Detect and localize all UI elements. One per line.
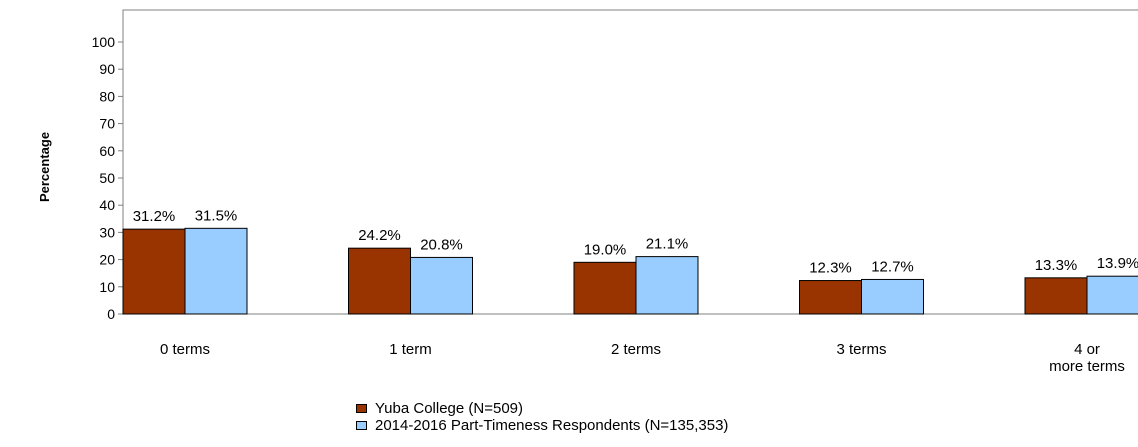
bar	[573, 261, 637, 315]
y-tick-label: 20	[99, 252, 115, 268]
data-label: 13.3%	[1035, 257, 1078, 274]
y-tick-label: 10	[99, 279, 115, 295]
y-tick-label: 90	[99, 61, 115, 77]
y-tick-label: 50	[99, 170, 115, 186]
bar	[861, 278, 924, 315]
y-tick-label: 30	[99, 224, 115, 240]
x-tick-label: 3 terms	[836, 341, 886, 358]
y-tick-label: 80	[99, 88, 115, 104]
legend-item-yuba: Yuba College (N=509)	[356, 400, 728, 417]
y-tick-label: 70	[99, 116, 115, 132]
y-axis-label: Percentage	[37, 132, 52, 202]
data-label: 20.8%	[420, 236, 463, 253]
bar	[1024, 277, 1088, 315]
y-axis: 0 10 20 30 40 50 60 70 80 90 100	[92, 34, 123, 322]
x-tick-label: 2 terms	[611, 341, 661, 358]
legend-label-respondents: 2014-2016 Part-Timeness Respondents (N=1…	[375, 416, 729, 434]
bar	[410, 256, 473, 315]
data-label: 31.5%	[195, 207, 238, 224]
legend-label-yuba: Yuba College (N=509)	[375, 399, 524, 417]
bar	[1086, 275, 1138, 315]
bar	[122, 228, 186, 315]
bars: 31.2% 31.5% 24.2% 20.8% 19.0% 21.1% 12.3% 12.7%…	[122, 207, 1138, 315]
legend-swatch-respondents	[356, 421, 367, 430]
bar	[184, 227, 248, 315]
x-tick-label: 4 or	[1074, 341, 1100, 358]
x-tick-label: more terms	[1049, 358, 1125, 375]
legend: Yuba College (N=509) 2014-2016 Part-Time…	[356, 400, 728, 434]
bar	[635, 256, 699, 315]
data-label: 21.1%	[646, 236, 689, 253]
data-label: 19.0%	[584, 241, 627, 258]
x-tick-label: 0 terms	[160, 341, 210, 358]
data-label: 31.2%	[133, 208, 176, 225]
data-label: 12.3%	[809, 260, 852, 277]
data-label: 24.2%	[358, 227, 401, 244]
y-tick-label: 0	[107, 306, 115, 322]
y-tick-label: 100	[92, 34, 116, 50]
data-label: 13.9%	[1097, 255, 1138, 272]
x-tick-label: 1 term	[389, 341, 432, 358]
bar	[799, 280, 862, 315]
data-label: 12.7%	[871, 258, 914, 275]
y-tick-label: 40	[99, 197, 115, 213]
y-tick-label: 60	[99, 143, 115, 159]
bar	[348, 247, 411, 315]
legend-swatch-yuba	[356, 404, 367, 413]
legend-item-respondents: 2014-2016 Part-Timeness Respondents (N=1…	[356, 417, 728, 434]
